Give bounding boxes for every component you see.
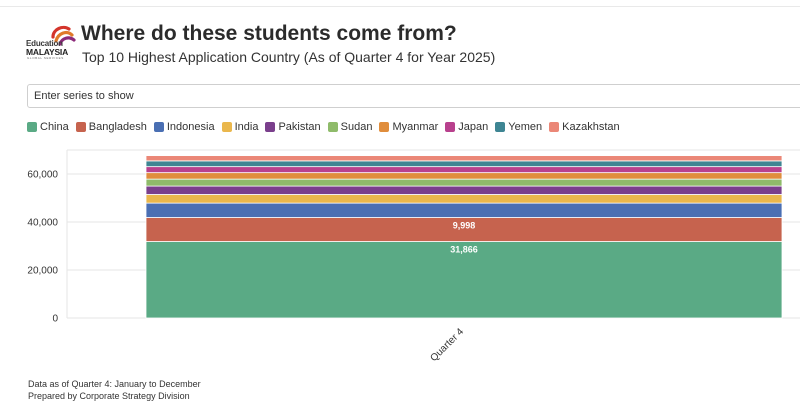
legend-item-india[interactable]: India	[221, 121, 259, 133]
legend-item-japan[interactable]: Japan	[445, 121, 488, 133]
legend-label: Indonesia	[166, 121, 215, 133]
legend-swatch	[27, 122, 37, 132]
legend-swatch	[75, 122, 86, 132]
y-tick-label: 40,000	[27, 218, 58, 229]
education-malaysia-logo: Education MALAYSIA GLOBAL SERVICES	[26, 24, 78, 60]
legend-item-sudan[interactable]: Sudan	[327, 121, 373, 133]
legend-item-myanmar[interactable]: Myanmar	[379, 121, 438, 133]
page-title: Where do these students come from?	[81, 22, 457, 45]
footer-data-note: Data as of Quarter 4: January to Decembe…	[28, 379, 201, 389]
legend-item-bangladesh[interactable]: Bangladesh	[75, 121, 147, 133]
bar-segment-myanmar	[145, 172, 783, 180]
top-divider	[0, 6, 800, 7]
legend-label: China	[40, 121, 69, 133]
legend-swatch	[445, 122, 456, 132]
y-tick-label: 20,000	[27, 266, 58, 277]
legend-label: Bangladesh	[88, 121, 147, 133]
stacked-bar-chart: 0 20,000 40,000 60,000 31,866 9,998 Quarter 4	[27, 149, 800, 364]
legend-label: Yemen	[508, 121, 543, 133]
legend-item-kazakhstan[interactable]: Kazakhstan	[549, 121, 620, 133]
footer-credit: Prepared by Corporate Strategy Division	[28, 391, 190, 401]
legend-item-yemen[interactable]: Yemen	[495, 121, 542, 133]
logo-mark-icon	[51, 25, 76, 46]
bar-segment-indonesia	[145, 202, 783, 218]
legend-swatch	[221, 122, 232, 132]
bar-segment-sudan	[145, 178, 783, 187]
y-tick-label: 0	[52, 314, 58, 325]
x-tick-label: Quarter 4	[428, 326, 466, 364]
page-subtitle: Top 10 Highest Application Country (As o…	[82, 49, 496, 65]
legend-swatch	[327, 122, 338, 132]
data-label-china: 31,866	[450, 245, 478, 255]
legend-item-china[interactable]: China	[27, 121, 69, 133]
legend-item-indonesia[interactable]: Indonesia	[153, 121, 215, 133]
logo-text-malaysia: MALAYSIA	[26, 47, 69, 57]
series-search-input[interactable]	[27, 84, 800, 108]
bar-segment-kazakhstan	[145, 155, 783, 162]
legend-swatch	[549, 122, 560, 132]
bar-segment-china	[145, 241, 783, 319]
legend-label: Myanmar	[392, 121, 439, 133]
legend-label: Kazakhstan	[562, 121, 620, 133]
logo-text-education: Education	[26, 39, 63, 48]
legend-swatch	[265, 122, 276, 132]
chart-legend: China Bangladesh Indonesia India Pakistan Sud…	[27, 121, 627, 133]
bar-segment-yemen	[145, 160, 783, 168]
legend-label: Japan	[458, 121, 489, 133]
legend-item-pakistan[interactable]: Pakistan	[265, 121, 321, 133]
legend-swatch	[379, 122, 390, 132]
legend-label: Pakistan	[278, 121, 321, 133]
legend-label: Sudan	[340, 121, 373, 133]
legend-swatch	[153, 122, 164, 132]
bar-segment-japan	[145, 166, 783, 174]
data-label-bangladesh: 9,998	[453, 221, 476, 231]
legend-label: India	[234, 121, 259, 133]
logo-text-global-services: GLOBAL SERVICES	[27, 56, 64, 60]
bar-segment-pakistan	[145, 185, 783, 195]
y-tick-label: 60,000	[27, 170, 58, 181]
legend-swatch	[495, 122, 506, 132]
bar-segment-india	[145, 194, 783, 204]
